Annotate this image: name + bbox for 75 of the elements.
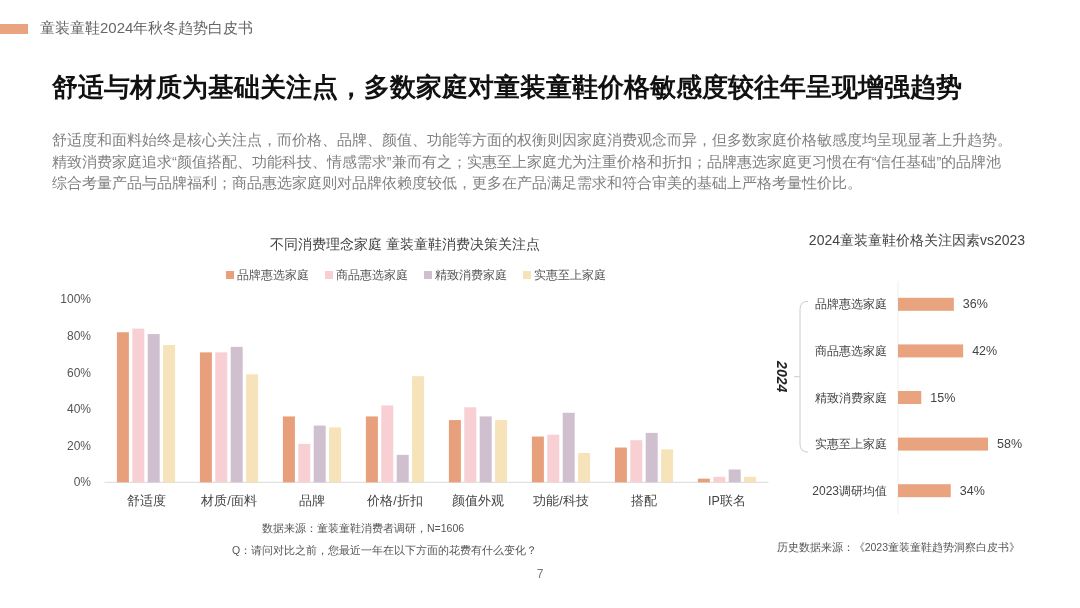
bar (728, 469, 741, 483)
bar (464, 407, 477, 483)
bar (495, 420, 508, 483)
y-tick-label: 品牌惠选家庭 (815, 297, 887, 312)
text: 舒适与材质为基础关注点，多数家庭对童装童鞋价格敏感度较往年呈现增强趋势 (52, 71, 962, 104)
x-tick-label: 搭配 (631, 494, 657, 508)
bar (531, 436, 544, 483)
y-axis-title: 2024 (774, 360, 790, 393)
x-tick-label: IP联名 (708, 494, 746, 508)
bar (199, 352, 212, 483)
data-label: 58% (997, 437, 1023, 452)
y-tick-label: 商品惠选家庭 (815, 343, 887, 358)
bar (744, 476, 757, 483)
x-tick-label: 舒适度 (126, 493, 166, 508)
data-label: 42% (972, 343, 998, 358)
bar (713, 476, 726, 483)
bar (898, 391, 922, 404)
bar (645, 432, 658, 483)
text: 历史数据来源：《2023童装童鞋趋势洞察白皮书》 (776, 541, 1020, 553)
bar (147, 334, 160, 483)
text: 童装童鞋2024年秋冬趋势白皮书 (40, 18, 254, 38)
bar (898, 297, 954, 311)
bar (396, 454, 409, 483)
legend-label: 精致消费家庭 (435, 268, 507, 282)
bar (562, 412, 575, 483)
y-tick-label: 60% (66, 365, 92, 380)
bar (898, 344, 964, 358)
bar (547, 434, 560, 483)
legend-label: 品牌惠选家庭 (237, 268, 309, 282)
data-label: 34% (959, 483, 985, 498)
chart-title: 2024童装童鞋价格关注因素vs2023 (808, 232, 1026, 248)
bar (661, 449, 674, 483)
legend-label: 实惠至上家庭 (534, 268, 606, 282)
source-note: 数据来源：童装童鞋消费者调研，N=1606 (262, 522, 465, 534)
bar (898, 437, 988, 451)
x-tick-label: 颜值外观 (452, 494, 504, 508)
bar (578, 453, 591, 483)
y-tick-label: 精致消费家庭 (815, 390, 887, 405)
bar (132, 328, 145, 483)
x-tick-label: 材质/面料 (200, 494, 257, 508)
bar (448, 420, 461, 483)
text: 舒适度和面料始终是核心关注点，而价格、品牌、颜值、功能等方面的权衡则因家庭消费观念而异，但多数家庭价格敏感度均呈现显著上升趋势。 (52, 131, 1012, 150)
bar (479, 416, 492, 483)
data-label: 36% (962, 297, 988, 312)
bar (215, 352, 228, 483)
bar (298, 443, 311, 483)
y-tick-label: 2023调研均值 (812, 483, 887, 498)
bar (365, 416, 378, 483)
chart-title: 不同消费理念家庭 童装童鞋消费决策关注点 (270, 237, 540, 252)
y-tick-label: 20% (66, 438, 92, 453)
x-tick-label: 功能/科技 (533, 494, 589, 508)
text: Q：请问对比之前，您最近一年在以下方面的花费有什么变化？ (232, 544, 538, 556)
x-tick-label: 品牌 (299, 494, 325, 508)
bar (282, 416, 295, 483)
bar (898, 484, 951, 498)
data-label: 15% (930, 390, 956, 405)
y-tick-label: 100% (60, 292, 92, 307)
bar (329, 427, 342, 483)
y-tick-label: 40% (66, 402, 92, 417)
y-tick-label: 实惠至上家庭 (815, 437, 887, 452)
bar (313, 425, 326, 483)
bar (630, 440, 643, 483)
y-tick-label: 0% (73, 475, 92, 490)
text: 精致消费家庭追求“颜值搭配、功能科技、情感需求”兼而有之；实惠至上家庭尤为注重价格和折扣；品牌惠选家庭更习惯在有“信任基础”的品牌池综合考量产品与品牌福利；商品惠选家庭则对品牌依赖度较低，更多在产品满足需求和符合审美的基础上严格考量性价比。 (52, 152, 1002, 193)
bar (163, 345, 176, 483)
legend-label: 商品惠选家庭 (336, 268, 408, 282)
bar (614, 447, 627, 483)
text: 7 (535, 566, 545, 582)
bar (246, 374, 259, 483)
x-tick-label: 价格/折扣 (366, 494, 423, 508)
bar (381, 405, 394, 483)
y-tick-label: 80% (66, 328, 92, 343)
bar (412, 376, 425, 483)
bar (230, 346, 243, 483)
bar (116, 332, 129, 483)
